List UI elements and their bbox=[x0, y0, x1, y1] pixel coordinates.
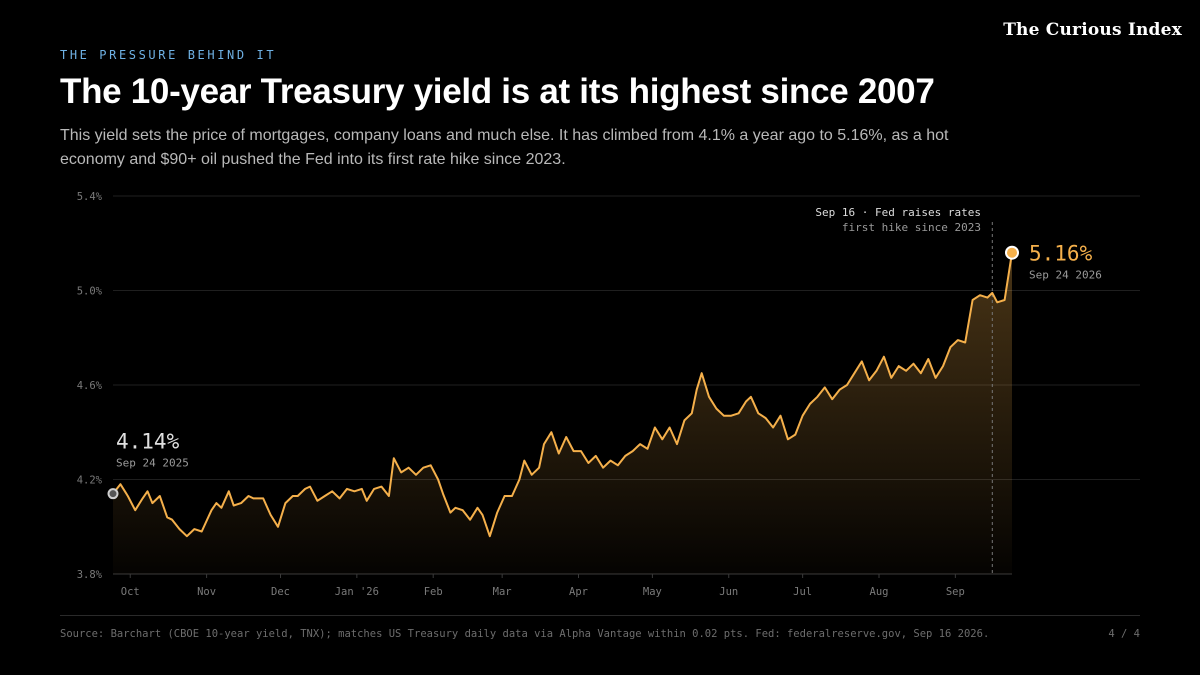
source-note: Source: Barchart (CBOE 10-year yield, TN… bbox=[60, 628, 990, 640]
x-axis: Oct Nov Dec Jan '26 Feb Mar Apr May Jun Jul Aug Sep bbox=[121, 574, 965, 598]
x-tick-label: Jan '26 bbox=[335, 586, 379, 598]
y-axis: 3.8% 4.2% 4.6% 5.0% 5.4% bbox=[77, 191, 103, 581]
y-tick-label: 5.4% bbox=[77, 191, 103, 203]
chart-subtitle: This yield sets the price of mortgages, … bbox=[60, 127, 949, 168]
end-point-marker bbox=[1005, 245, 1019, 260]
y-tick-label: 4.2% bbox=[77, 475, 103, 487]
x-tick-label: Jul bbox=[793, 586, 812, 598]
x-tick-label: Dec bbox=[271, 586, 290, 598]
yield-area-fill bbox=[113, 252, 1012, 574]
x-tick-label: Apr bbox=[569, 586, 588, 598]
y-tick-label: 4.6% bbox=[77, 380, 103, 392]
chart-kicker: THE PRESSURE BEHIND IT bbox=[60, 48, 277, 62]
x-tick-label: Aug bbox=[870, 586, 889, 598]
x-tick-label: Feb bbox=[424, 586, 443, 598]
y-tick-label: 3.8% bbox=[77, 569, 103, 581]
start-value-label: 4.14% bbox=[116, 430, 180, 454]
x-tick-label: Nov bbox=[197, 586, 216, 598]
chart-title: The 10-year Treasury yield is at its hig… bbox=[60, 72, 935, 111]
x-tick-label: Oct bbox=[121, 586, 140, 598]
x-tick-label: Jun bbox=[719, 586, 738, 598]
brand-logo: The Curious Index bbox=[1003, 20, 1182, 40]
yield-series-line bbox=[112, 252, 1013, 538]
fed-hike-annotation-subtitle: first hike since 2023 bbox=[842, 221, 981, 234]
end-date-label: Sep 24 2026 bbox=[1029, 269, 1102, 282]
start-point-marker bbox=[107, 488, 119, 500]
x-tick-label: Mar bbox=[493, 586, 512, 598]
x-tick-label: Sep bbox=[946, 586, 965, 598]
start-date-label: Sep 24 2025 bbox=[116, 457, 189, 470]
x-tick-label: May bbox=[643, 586, 662, 598]
end-value-label: 5.16% bbox=[1029, 242, 1093, 266]
y-tick-label: 5.0% bbox=[77, 286, 103, 298]
yield-chart: 3.8% 4.2% 4.6% 5.0% 5.4% Oct Nov Dec Jan '26 Feb… bbox=[77, 191, 1140, 598]
page-indicator: 4 / 4 bbox=[1108, 628, 1140, 640]
fed-hike-annotation-title: Sep 16 · Fed raises rates bbox=[815, 206, 981, 219]
footer-divider bbox=[60, 615, 1140, 616]
